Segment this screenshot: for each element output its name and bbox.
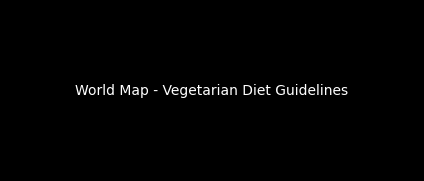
Text: World Map - Vegetarian Diet Guidelines: World Map - Vegetarian Diet Guidelines	[75, 83, 349, 98]
